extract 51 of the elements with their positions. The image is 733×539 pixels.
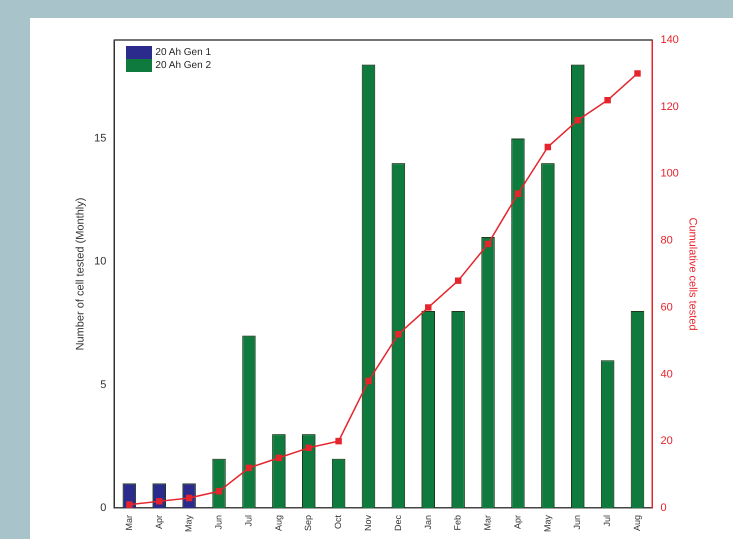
y-tick-label: 5 [100,378,106,391]
x-tick-label: Nov [362,514,373,532]
y2-tick-label: 120 [660,100,679,113]
point [156,498,162,505]
point [276,454,282,462]
y2-tick-label: 140 [660,34,679,46]
x-tick-label: Sep [303,515,314,532]
point [126,501,133,508]
x-tick-label: Jan [422,515,433,530]
x-tick-label: Aug [273,515,284,532]
x-tick-label: Aug [632,515,642,532]
y2-tick-label: 0 [660,502,667,514]
point [395,330,402,338]
x-tick-label: May [542,514,552,532]
x-tick-label: May [184,514,194,532]
point [574,117,581,124]
x-tick-label: Jun [214,515,224,530]
y-tick-label: 10 [94,256,106,268]
point [454,277,462,284]
x-tick-label: Dec [392,514,403,532]
x-tick-label: Feb [452,515,463,531]
y2-tick-label: 40 [660,368,673,380]
y-tick-label: 0 [100,502,106,514]
x-tick-label: Apr [154,515,164,530]
x-tick-label: Jun [572,515,582,530]
point [484,240,492,248]
x-tick-label: Mar [124,514,134,530]
y2-tick-label: 60 [660,301,673,314]
point [604,96,611,104]
point [425,304,432,311]
point [514,190,522,197]
point [305,444,312,452]
point [365,378,372,384]
x-tick-label: Jul [243,515,254,527]
y2-tick-label: 80 [660,234,673,247]
point [335,438,342,444]
legend-label: 20 Ah Gen 1 [155,46,212,59]
x-tick-label: Jul [602,515,612,527]
legend-label: 20 Ah Gen 2 [155,59,212,72]
point [216,488,222,495]
point [246,464,252,472]
point [544,144,552,150]
x-tick-label: Mar [482,514,493,530]
y-axis-title: Number of cell tested (Monthly) [74,198,87,350]
x-tick-label: Apr [512,515,522,530]
y2-tick-label: 100 [660,168,679,180]
y2-axis-title: Cumulative cells tested [686,217,698,331]
point [634,70,641,77]
x-tick-label: Oct [333,514,344,530]
y2-tick-label: 20 [660,435,673,448]
y-tick-label: 15 [94,132,106,145]
